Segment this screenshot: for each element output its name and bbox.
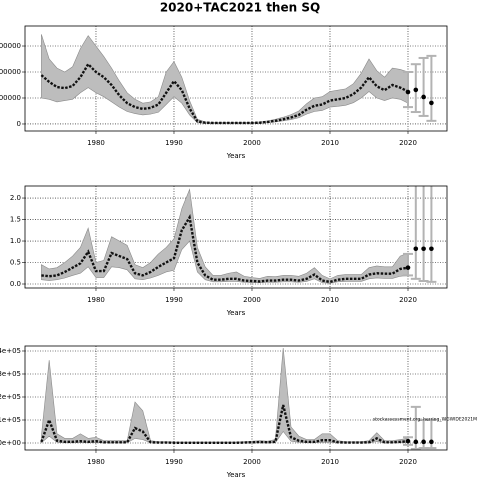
estimate-line (40, 62, 409, 125)
x-tick-label: 1980 (87, 296, 105, 304)
x-tick-label: 1980 (87, 139, 105, 147)
y-tick-label: 2.0 (10, 194, 21, 202)
y-tick-label: 4e+05 (0, 347, 21, 355)
forecast-point (413, 439, 419, 445)
confidence-band (41, 188, 409, 284)
confidence-band (41, 34, 409, 124)
forecast-point (429, 246, 434, 252)
estimate-line (41, 214, 409, 284)
forecast-point (405, 438, 411, 444)
forecast-point (421, 246, 426, 252)
plot-frame (24, 185, 448, 289)
forecast-point (429, 439, 434, 445)
y-tick-label: 100000 (0, 94, 21, 102)
annotation: stockassessment.org: herring_WGWIDE2021M (373, 417, 477, 423)
y-tick-label: 0.0 (10, 280, 21, 288)
y-tick-label: 1.0 (10, 237, 21, 245)
x-tick-label: 2020 (399, 139, 417, 147)
forecast-point (413, 87, 419, 93)
y-tick-label: 1.5 (10, 216, 21, 224)
x-tick-label: 2010 (321, 296, 339, 304)
x-tick-label: 2010 (321, 458, 339, 466)
x-tick-label: 1990 (165, 296, 183, 304)
y-tick-label: 2e+05 (0, 393, 21, 401)
forecast-point (421, 94, 426, 100)
x-tick-label: 2020 (399, 458, 417, 466)
x-axis-label: Years (226, 309, 246, 317)
y-tick-label: 0.5 (10, 259, 21, 267)
panel (25, 186, 447, 288)
forecast-point (413, 246, 419, 252)
y-tick-label: 3e+05 (0, 370, 21, 378)
x-tick-label: 2000 (243, 296, 261, 304)
x-tick-label: 1980 (87, 458, 105, 466)
x-tick-label: 2020 (399, 296, 417, 304)
forecast-point (405, 265, 411, 270)
plot-frame (24, 345, 448, 451)
chart-title: 2020+TAC2021 then SQ (160, 1, 320, 15)
x-tick-label: 1990 (165, 139, 183, 147)
y-tick-label: 0e+00 (0, 439, 21, 447)
y-tick-label: 1e+05 (0, 416, 21, 424)
forecast-point (405, 89, 411, 95)
panel (25, 26, 447, 131)
x-axis-label: Years (226, 471, 246, 479)
y-tick-label: 300000 (0, 42, 21, 50)
y-tick-label: 0 (17, 120, 21, 128)
confidence-band (41, 347, 409, 444)
x-tick-label: 2000 (243, 139, 261, 147)
forecast-point (421, 439, 426, 445)
plot-frame (24, 25, 448, 132)
x-tick-label: 2000 (243, 458, 261, 466)
x-tick-label: 1990 (165, 458, 183, 466)
x-tick-label: 2010 (321, 139, 339, 147)
estimate-line (40, 404, 409, 444)
forecast-point (429, 100, 434, 106)
panel (25, 346, 447, 450)
x-axis-label: Years (226, 152, 246, 160)
